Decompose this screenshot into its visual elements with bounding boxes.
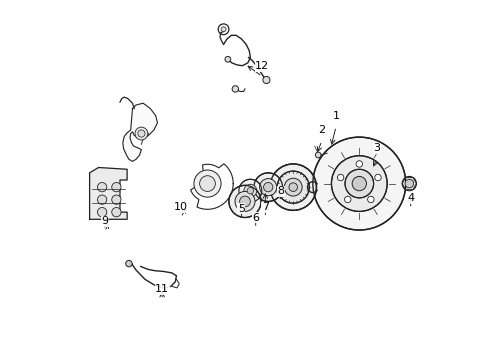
Circle shape (135, 127, 148, 140)
Circle shape (244, 184, 257, 197)
Text: 7: 7 (262, 202, 269, 212)
Circle shape (225, 57, 231, 62)
Circle shape (405, 179, 414, 188)
Circle shape (239, 179, 262, 202)
Circle shape (344, 196, 351, 203)
Circle shape (331, 156, 387, 211)
Circle shape (98, 195, 107, 204)
Circle shape (112, 183, 121, 192)
Text: 4: 4 (408, 193, 415, 203)
Circle shape (126, 260, 132, 267)
Circle shape (232, 86, 239, 92)
Circle shape (375, 174, 381, 181)
Circle shape (254, 173, 283, 202)
Text: 1: 1 (333, 111, 340, 121)
Circle shape (270, 164, 317, 210)
Circle shape (277, 171, 309, 203)
Text: 8: 8 (277, 186, 284, 196)
Circle shape (235, 192, 255, 211)
Circle shape (199, 176, 215, 192)
Polygon shape (90, 167, 127, 219)
Circle shape (264, 183, 273, 192)
Circle shape (352, 176, 367, 191)
Circle shape (260, 179, 277, 196)
Text: 5: 5 (238, 204, 245, 214)
Circle shape (221, 27, 226, 32)
Circle shape (240, 196, 250, 207)
Circle shape (138, 130, 145, 137)
Text: 6: 6 (252, 213, 259, 223)
Circle shape (316, 152, 321, 158)
Circle shape (98, 183, 107, 192)
Text: 3: 3 (374, 143, 381, 153)
Circle shape (247, 188, 253, 194)
Polygon shape (123, 103, 157, 161)
Text: 2: 2 (318, 125, 325, 135)
Circle shape (345, 169, 373, 198)
Circle shape (194, 170, 221, 197)
Circle shape (356, 161, 363, 167)
Circle shape (112, 207, 121, 217)
Text: 12: 12 (255, 61, 269, 71)
Circle shape (112, 195, 121, 204)
Text: 11: 11 (155, 284, 169, 294)
Text: 10: 10 (173, 202, 188, 212)
Circle shape (313, 137, 406, 230)
Circle shape (263, 76, 270, 84)
Circle shape (338, 174, 344, 181)
Circle shape (402, 176, 416, 191)
Circle shape (284, 178, 302, 196)
Circle shape (368, 196, 374, 203)
Circle shape (98, 207, 107, 217)
Text: 9: 9 (101, 216, 108, 226)
Circle shape (289, 183, 297, 192)
Circle shape (229, 185, 261, 217)
